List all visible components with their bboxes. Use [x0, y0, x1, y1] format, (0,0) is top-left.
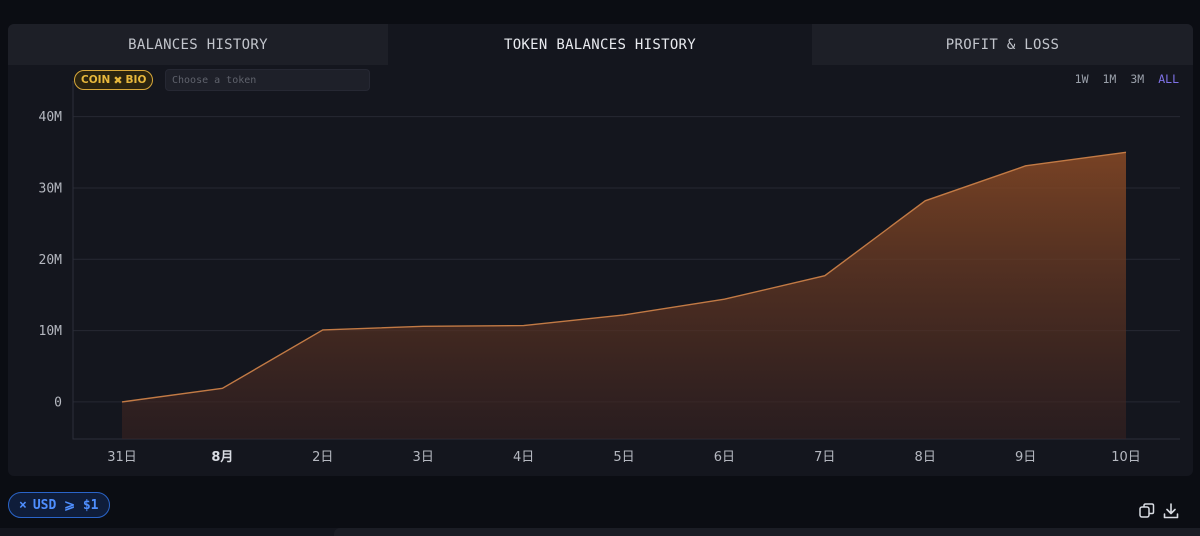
x-tick-label: 4日	[513, 450, 534, 465]
y-tick-label: 30M	[39, 181, 63, 196]
series-area	[121, 151, 1127, 439]
tab-profit-loss[interactable]: PROFIT & LOSS	[812, 24, 1193, 65]
area-fill	[122, 152, 1126, 439]
bottom-strip-segment	[334, 528, 1200, 536]
close-x-icon[interactable]: ✖	[113, 73, 123, 87]
bottom-strip	[0, 528, 1200, 536]
x-tick-label: 3日	[413, 450, 434, 465]
x-tick-label: 6日	[714, 450, 735, 465]
tab-token-balances-history[interactable]: TOKEN BALANCES HISTORY	[388, 24, 812, 65]
x-tick-label: 10日	[1111, 450, 1141, 465]
token-chip-left: COIN	[81, 74, 111, 86]
copy-icon[interactable]	[1138, 502, 1156, 520]
y-tick-label: 20M	[39, 253, 63, 268]
x-tick-label: 5日	[613, 450, 634, 465]
y-tick-label: 10M	[39, 324, 63, 339]
range-3m[interactable]: 3M	[1130, 72, 1145, 86]
download-icon[interactable]	[1162, 502, 1180, 520]
choose-token-input[interactable]	[165, 69, 370, 91]
range-all[interactable]: ALL	[1158, 72, 1179, 86]
y-tick-label: 0	[54, 395, 62, 410]
y-tick-label: 40M	[39, 110, 63, 125]
x-tick-label: 8月	[211, 450, 233, 465]
range-1w[interactable]: 1W	[1074, 72, 1089, 86]
range-selector: 1W 1M 3M ALL	[1075, 72, 1179, 86]
usd-filter-chip[interactable]: × USD ⩾ $1	[8, 492, 110, 518]
range-1m[interactable]: 1M	[1102, 72, 1117, 86]
x-tick-label: 8日	[915, 450, 936, 465]
tab-bar: BALANCES HISTORY TOKEN BALANCES HISTORY …	[8, 24, 1193, 65]
filter-remove-icon[interactable]: ×	[19, 497, 27, 513]
y-axis: 0 10M 20M 30M 40M	[39, 110, 63, 410]
filter-label: USD ⩾ $1	[32, 497, 99, 513]
token-balances-panel: BALANCES HISTORY TOKEN BALANCES HISTORY …	[8, 24, 1193, 476]
x-axis: 31日 8月 2日 3日 4日 5日 6日 7日 8日 9日 10日	[107, 450, 1141, 465]
x-tick-label: 9日	[1015, 450, 1036, 465]
area-chart: 0 10M 20M 30M 40M 31日 8月 2日 3日 4日 5日 6日 7日 8日 9日 10日	[39, 81, 1180, 465]
x-tick-label: 31日	[107, 450, 137, 465]
x-tick-label: 2日	[312, 450, 333, 465]
tab-balances-history[interactable]: BALANCES HISTORY	[8, 24, 388, 65]
token-chip-coin-bio[interactable]: COIN ✖ BIO	[74, 70, 154, 90]
x-tick-label: 7日	[814, 450, 835, 465]
token-chip-right: BIO	[125, 74, 147, 86]
